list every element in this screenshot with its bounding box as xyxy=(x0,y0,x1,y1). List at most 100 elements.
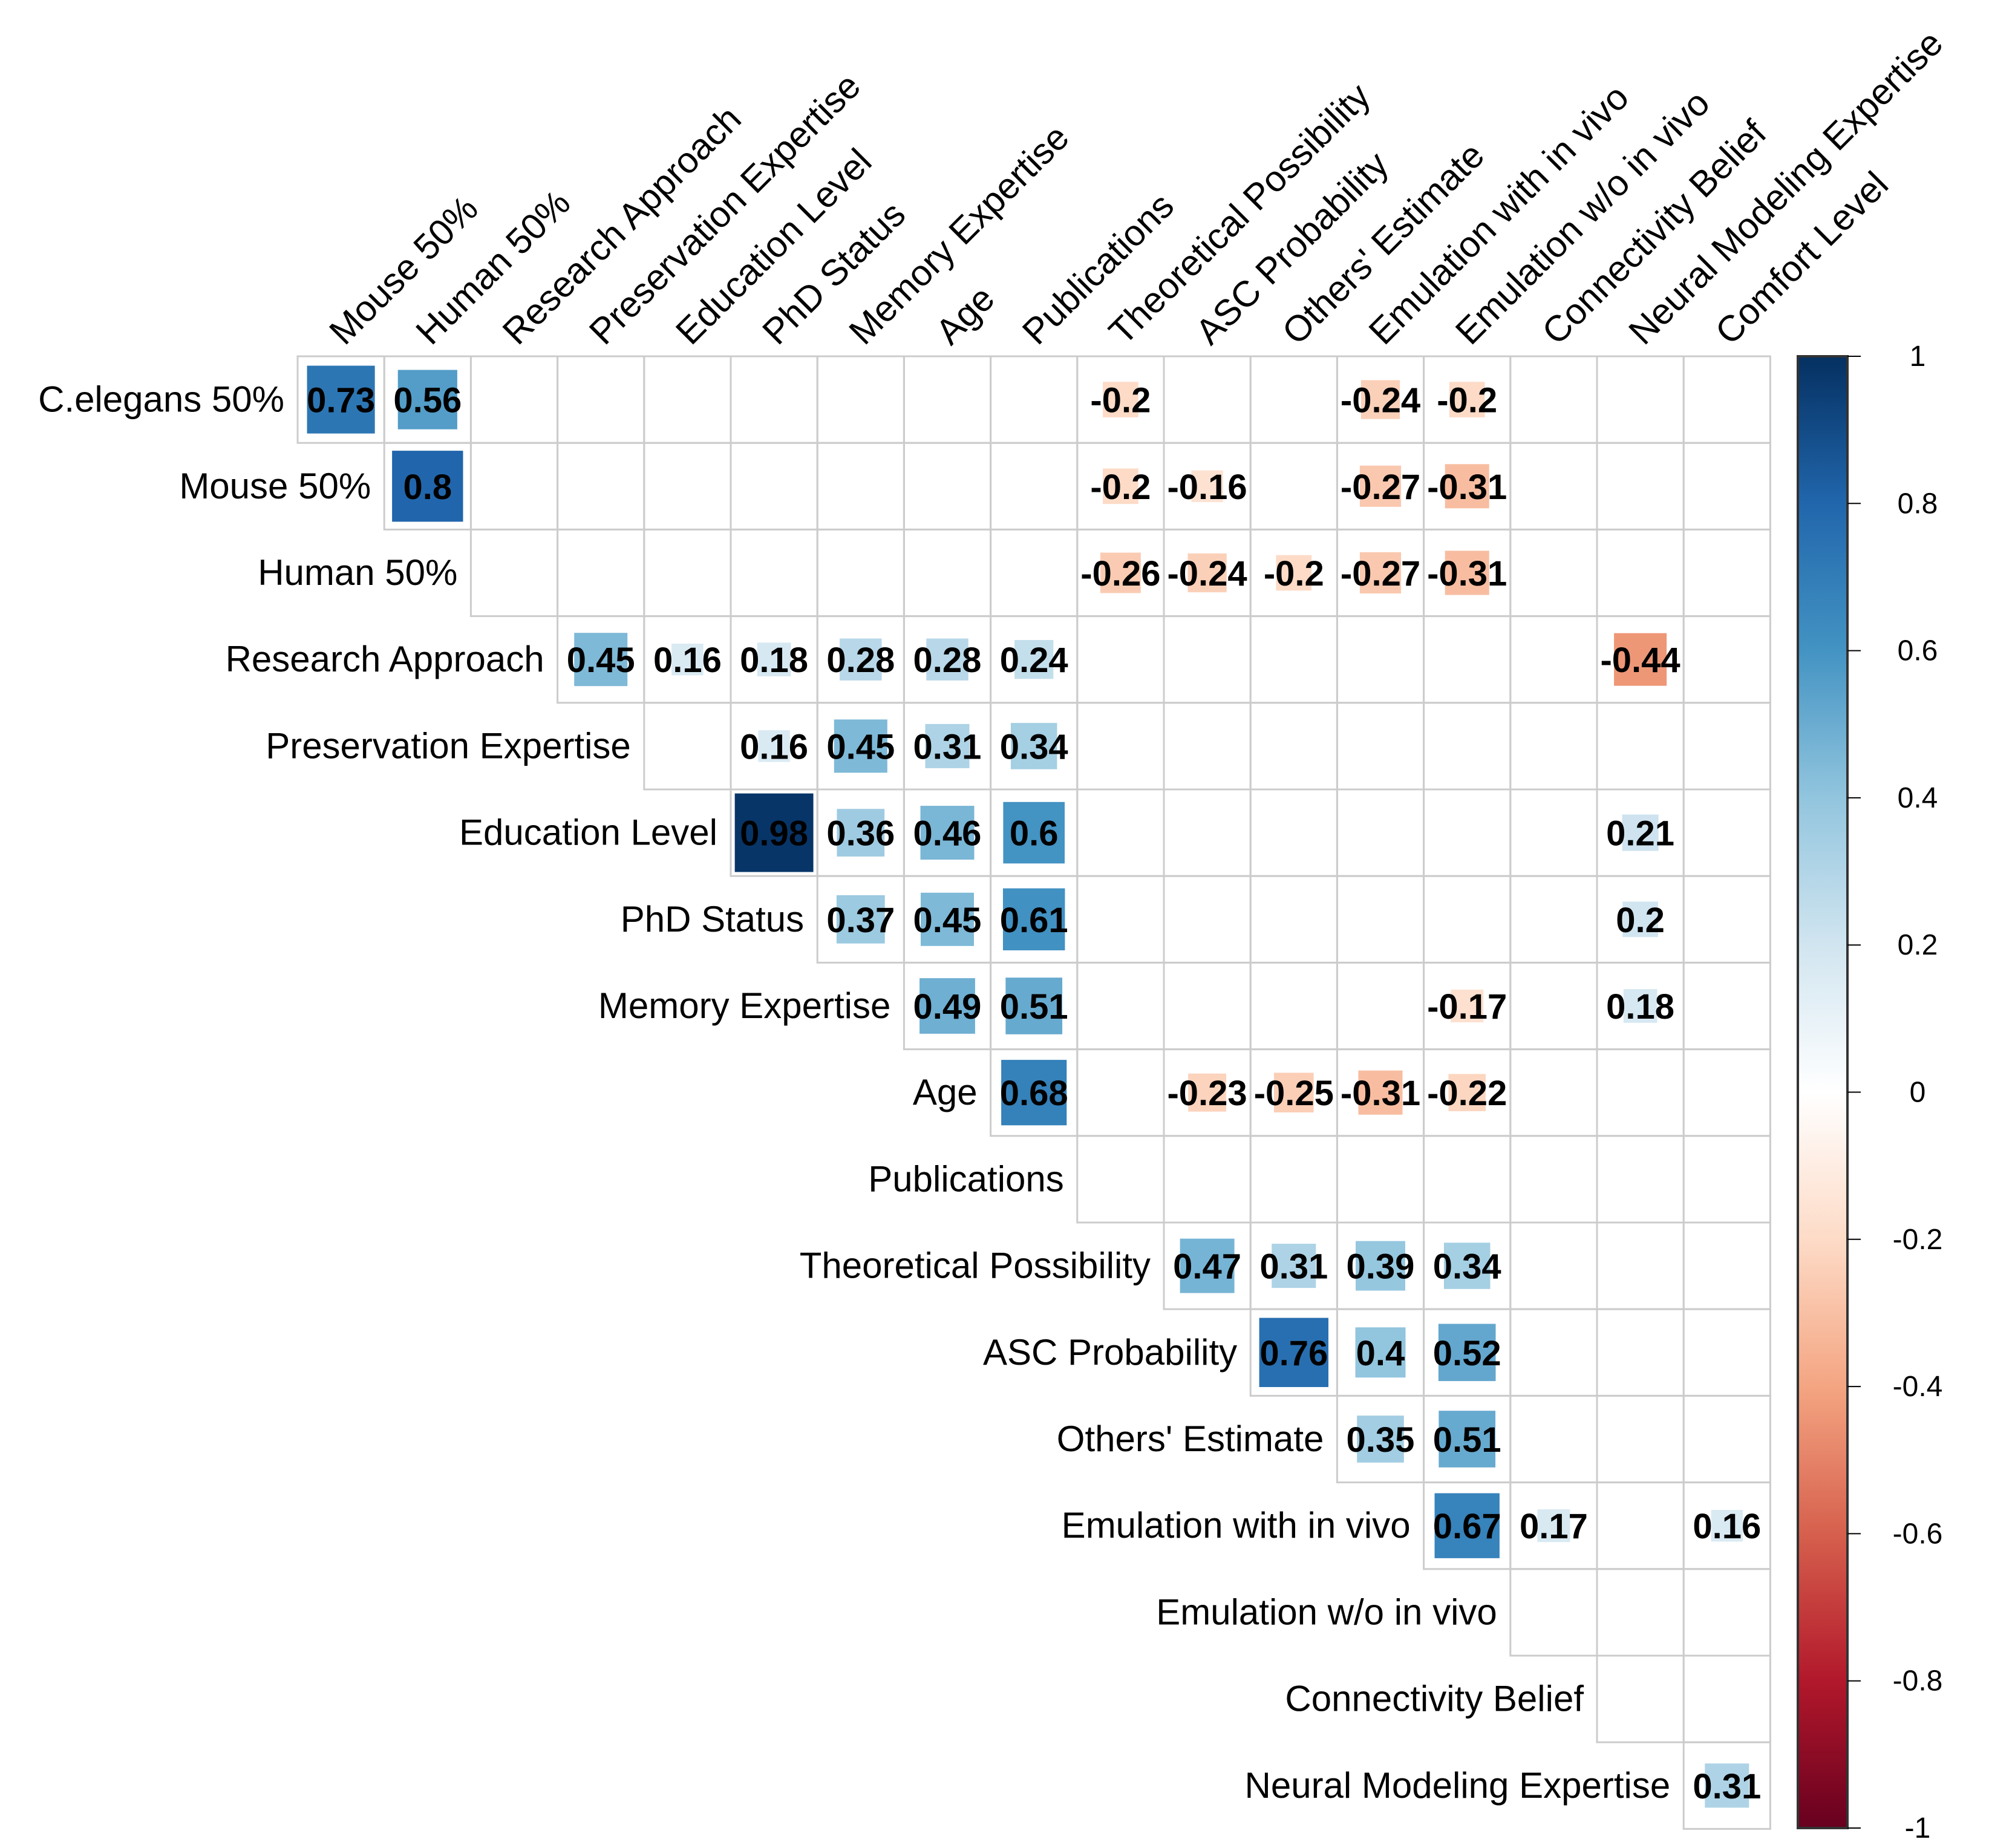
column-labels: Mouse 50%Human 50%Research ApproachPrese… xyxy=(321,22,1950,352)
correlation-value-label: 0.31 xyxy=(1693,1767,1761,1806)
correlation-value-label: 0.2 xyxy=(1616,901,1665,940)
grid-cell xyxy=(816,528,905,618)
grid-cell xyxy=(1423,1135,1512,1224)
correlation-value-label: 0.17 xyxy=(1520,1507,1588,1546)
correlation-square xyxy=(1001,1060,1067,1126)
grid-cell xyxy=(1509,788,1598,877)
grid-cell xyxy=(469,528,559,618)
grid-cell xyxy=(1249,1135,1338,1224)
grid-cell xyxy=(1682,1048,1771,1137)
row-label: Publications xyxy=(868,1158,1064,1199)
row-label: Education Level xyxy=(459,812,717,853)
grid-cell xyxy=(1509,1135,1598,1224)
colorbar-tick-label: 0.4 xyxy=(1898,782,1938,814)
grid-cell xyxy=(1509,355,1598,444)
row-label: Others' Estimate xyxy=(1057,1419,1324,1459)
correlation-square xyxy=(1103,382,1138,417)
correlation-value-label: 0.36 xyxy=(826,814,895,854)
grid-cell xyxy=(557,442,645,531)
row-label: Preservation Expertise xyxy=(266,725,631,766)
row-label: Theoretical Possibility xyxy=(800,1246,1151,1286)
correlation-square xyxy=(840,638,882,681)
grid-cell xyxy=(1249,615,1338,704)
colorbar-tick-label: -1 xyxy=(1905,1812,1931,1844)
correlation-square xyxy=(1356,1241,1405,1291)
grid-cell xyxy=(1163,1135,1252,1224)
grid-cell xyxy=(1163,788,1252,877)
correlation-value-label: 0.31 xyxy=(1259,1247,1328,1287)
grid-cell xyxy=(1163,875,1252,964)
grid-cell xyxy=(730,528,818,618)
grid-cell xyxy=(1076,875,1165,964)
correlation-value-label: -0.26 xyxy=(1080,554,1160,593)
correlation-value-label: -0.25 xyxy=(1254,1074,1334,1113)
grid-cell xyxy=(1509,1048,1598,1137)
correlation-square xyxy=(926,638,968,681)
correlation-square xyxy=(1188,1073,1227,1112)
correlation-value-label: -0.24 xyxy=(1341,381,1420,420)
correlation-value-label: 0.24 xyxy=(1000,641,1068,680)
grid-cell xyxy=(643,528,732,618)
grid-cell xyxy=(1336,961,1425,1051)
correlation-value-label: 0.45 xyxy=(567,641,635,680)
grid-cell xyxy=(1509,1394,1598,1484)
correlation-square xyxy=(1010,723,1057,769)
correlation-value-label: 0.16 xyxy=(740,727,808,766)
grid-cell xyxy=(1682,1654,1771,1743)
colorbar-tick-label: -0.2 xyxy=(1893,1224,1943,1256)
grid-cell xyxy=(990,528,1079,618)
grid-cell xyxy=(1163,961,1252,1051)
correlation-value-label: -0.2 xyxy=(1264,554,1324,593)
correlation-value-label: 0.18 xyxy=(1606,987,1674,1027)
grid-cell xyxy=(1682,1135,1771,1224)
grid-cell xyxy=(730,442,818,531)
correlation-value-label: 0.39 xyxy=(1347,1247,1415,1287)
grid-cell xyxy=(1249,788,1338,877)
grid-cell xyxy=(1509,702,1598,791)
correlation-value-label: -0.31 xyxy=(1427,554,1507,593)
correlation-square xyxy=(1623,989,1658,1023)
correlation-value-label: -0.31 xyxy=(1427,468,1507,507)
grid-cell xyxy=(1596,1135,1685,1224)
correlation-square xyxy=(1100,552,1141,593)
row-label: C.elegans 50% xyxy=(38,379,284,420)
correlation-value-label: 0.31 xyxy=(913,727,982,766)
grid-cell xyxy=(903,355,992,444)
grid-cell xyxy=(1682,961,1771,1051)
correlation-square xyxy=(1434,1493,1500,1558)
grid-cell xyxy=(1509,961,1598,1051)
grid-cell xyxy=(1596,355,1685,444)
correlation-value-label: -0.16 xyxy=(1167,468,1247,507)
correlation-square xyxy=(1180,1238,1235,1293)
correlation-value-label: 0.76 xyxy=(1259,1334,1328,1373)
correlation-square xyxy=(919,978,975,1034)
correlation-square xyxy=(734,793,814,872)
grid-cell xyxy=(1076,788,1165,877)
grid-cell xyxy=(1596,1048,1685,1137)
colorbar: 1 0.8 0.6 0.4 0.2 0 -0.2 -0.4 -0.6 -0.8 -1 xyxy=(1797,341,1943,1844)
column-label: Age xyxy=(928,278,1002,352)
correlation-square xyxy=(920,892,975,946)
grid-cell xyxy=(1336,702,1425,791)
grid-cell xyxy=(1682,875,1771,964)
grid-cell xyxy=(1682,1394,1771,1484)
correlation-square xyxy=(1622,814,1659,851)
correlation-square xyxy=(1259,1317,1328,1387)
correlation-value-label: 0.56 xyxy=(393,381,462,420)
correlation-square xyxy=(1276,555,1312,591)
correlation-square xyxy=(1711,1509,1743,1542)
grid-cell xyxy=(1423,702,1512,791)
grid-cell xyxy=(1509,615,1598,704)
grid-cell xyxy=(557,528,645,618)
correlation-square xyxy=(758,730,790,762)
grid-cell xyxy=(1596,442,1685,531)
correlation-value-label: 0.68 xyxy=(1000,1074,1068,1113)
grid-cell xyxy=(1682,1741,1771,1830)
grid-cell xyxy=(557,355,645,444)
grid-cell xyxy=(903,442,992,531)
correlation-value-label: 0.45 xyxy=(826,727,895,766)
grid-cell xyxy=(469,355,559,444)
grid-cell xyxy=(1249,702,1338,791)
correlation-value-label: -0.22 xyxy=(1427,1074,1507,1113)
correlation-value-label: 0.46 xyxy=(913,814,982,854)
